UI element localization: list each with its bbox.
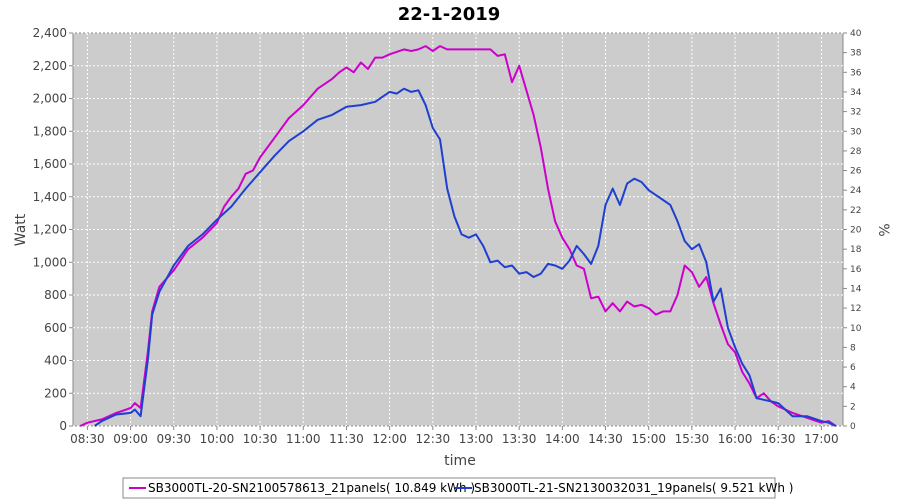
- y-tick-label: 2,400: [33, 26, 67, 40]
- y2-tick-label: 22: [850, 206, 861, 216]
- y2-tick-label: 34: [850, 88, 862, 98]
- y2-tick-label: 6: [850, 363, 856, 373]
- y2-tick-label: 38: [850, 49, 862, 59]
- legend-label-2: SB3000TL-21-SN2130032031_19panels( 9.521…: [474, 481, 793, 495]
- y-tick-label: 2,200: [33, 59, 67, 73]
- y2-tick-label: 14: [850, 284, 862, 294]
- y2-tick-label: 8: [850, 343, 856, 353]
- y-tick-label: 1,000: [33, 255, 67, 269]
- chart-title: 22-1-2019: [398, 4, 501, 25]
- y-tick-label: 1,800: [33, 124, 67, 138]
- y2-tick-label: 12: [850, 304, 861, 314]
- x-tick-label: 17:00: [804, 432, 839, 446]
- y2-tick-label: 0: [850, 422, 856, 432]
- x-axis-title: time: [444, 453, 476, 469]
- x-tick-label: 09:00: [113, 432, 148, 446]
- series-line-2: [94, 87, 837, 427]
- y2-axis-title: %: [875, 223, 891, 236]
- y-tick-label: 600: [44, 321, 67, 335]
- x-tick-label: 12:30: [416, 432, 451, 446]
- y-tick-label: 1,600: [33, 157, 67, 171]
- x-tick-label: 14:30: [588, 432, 623, 446]
- y2-tick-label: 18: [850, 245, 862, 255]
- y-axis-ticks: 0 200 400 600 800 1,000 1,200 1,400 1,600 1,800 2,…: [33, 26, 73, 433]
- x-tick-label: 14:00: [545, 432, 580, 446]
- y2-tick-label: 30: [850, 127, 862, 137]
- y2-tick-label: 16: [850, 265, 862, 275]
- y-tick-label: 1,200: [33, 223, 67, 237]
- y2-tick-label: 36: [850, 68, 862, 78]
- y2-tick-label: 10: [850, 324, 862, 334]
- x-tick-label: 10:00: [200, 432, 235, 446]
- x-tick-label: 08:30: [70, 432, 105, 446]
- y-tick-label: 0: [59, 419, 67, 433]
- x-tick-label: 16:00: [718, 432, 753, 446]
- x-tick-label: 10:30: [243, 432, 278, 446]
- y-tick-label: 200: [44, 386, 67, 400]
- x-axis-ticks: 08:30 09:00 09:30 10:00 10:30 11:00 11:30 12:00…: [70, 426, 839, 446]
- y-tick-label: 2,000: [33, 92, 67, 106]
- y2-tick-label: 24: [850, 186, 862, 196]
- series-line-1: [79, 45, 837, 427]
- grid-lines: [73, 32, 843, 427]
- series-lines: [79, 45, 837, 427]
- x-tick-label: 12:00: [372, 432, 407, 446]
- legend: SB3000TL-20-SN2100578613_21panels( 10.84…: [122, 477, 793, 499]
- x-tick-label: 09:30: [156, 432, 191, 446]
- y2-tick-label: 32: [850, 108, 861, 118]
- legend-box: [122, 477, 776, 499]
- y2-tick-label: 40: [850, 29, 862, 39]
- y-tick-label: 400: [44, 354, 67, 368]
- x-tick-label: 13:30: [502, 432, 537, 446]
- y-tick-label: 800: [44, 288, 67, 302]
- y-tick-label: 1,400: [33, 190, 67, 204]
- y2-tick-label: 28: [850, 147, 862, 157]
- x-tick-label: 15:00: [631, 432, 666, 446]
- legend-label-1: SB3000TL-20-SN2100578613_21panels( 10.84…: [148, 481, 475, 495]
- y2-tick-label: 2: [850, 402, 856, 412]
- y2-tick-label: 4: [850, 383, 856, 393]
- x-tick-label: 11:00: [286, 432, 321, 446]
- y2-tick-label: 26: [850, 167, 862, 177]
- x-tick-label: 13:00: [459, 432, 494, 446]
- y2-tick-label: 20: [850, 226, 862, 236]
- x-tick-label: 16:30: [761, 432, 796, 446]
- x-tick-label: 15:30: [675, 432, 710, 446]
- x-tick-label: 11:30: [329, 432, 364, 446]
- y-axis-title: Watt: [13, 213, 29, 246]
